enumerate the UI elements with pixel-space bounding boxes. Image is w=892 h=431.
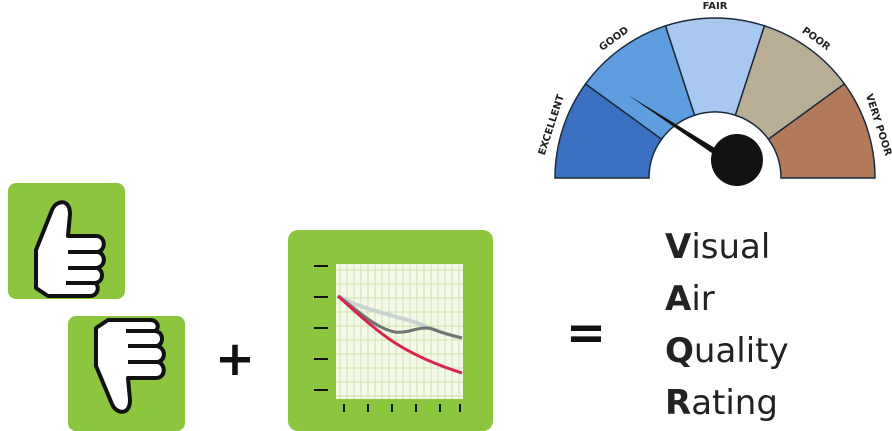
thumbs-up-icon [8, 183, 125, 299]
thumbs-down-icon [68, 316, 185, 431]
gauge-label: FAIR [703, 1, 728, 12]
acronym-rest: ating [691, 383, 778, 423]
acronym-initial: R [665, 383, 691, 423]
acronym-line: Air [665, 279, 715, 319]
gauge-hub [711, 134, 763, 186]
plus-sign: + [215, 331, 255, 387]
acronym-line: Rating [665, 383, 778, 423]
acronym-initial: Q [665, 331, 694, 371]
acronym-rest: ir [691, 279, 714, 319]
acronym-rest: isual [691, 227, 770, 267]
gauge-segment [767, 82, 876, 179]
acronym-line: Visual [665, 227, 770, 267]
acronym-initial: A [665, 279, 692, 319]
acronym-line: Quality [665, 331, 789, 371]
acronym-rest: uality [694, 331, 789, 371]
trend-chart-icon [288, 230, 493, 431]
equals-sign: = [566, 305, 606, 361]
acronym-initial: V [665, 227, 692, 267]
